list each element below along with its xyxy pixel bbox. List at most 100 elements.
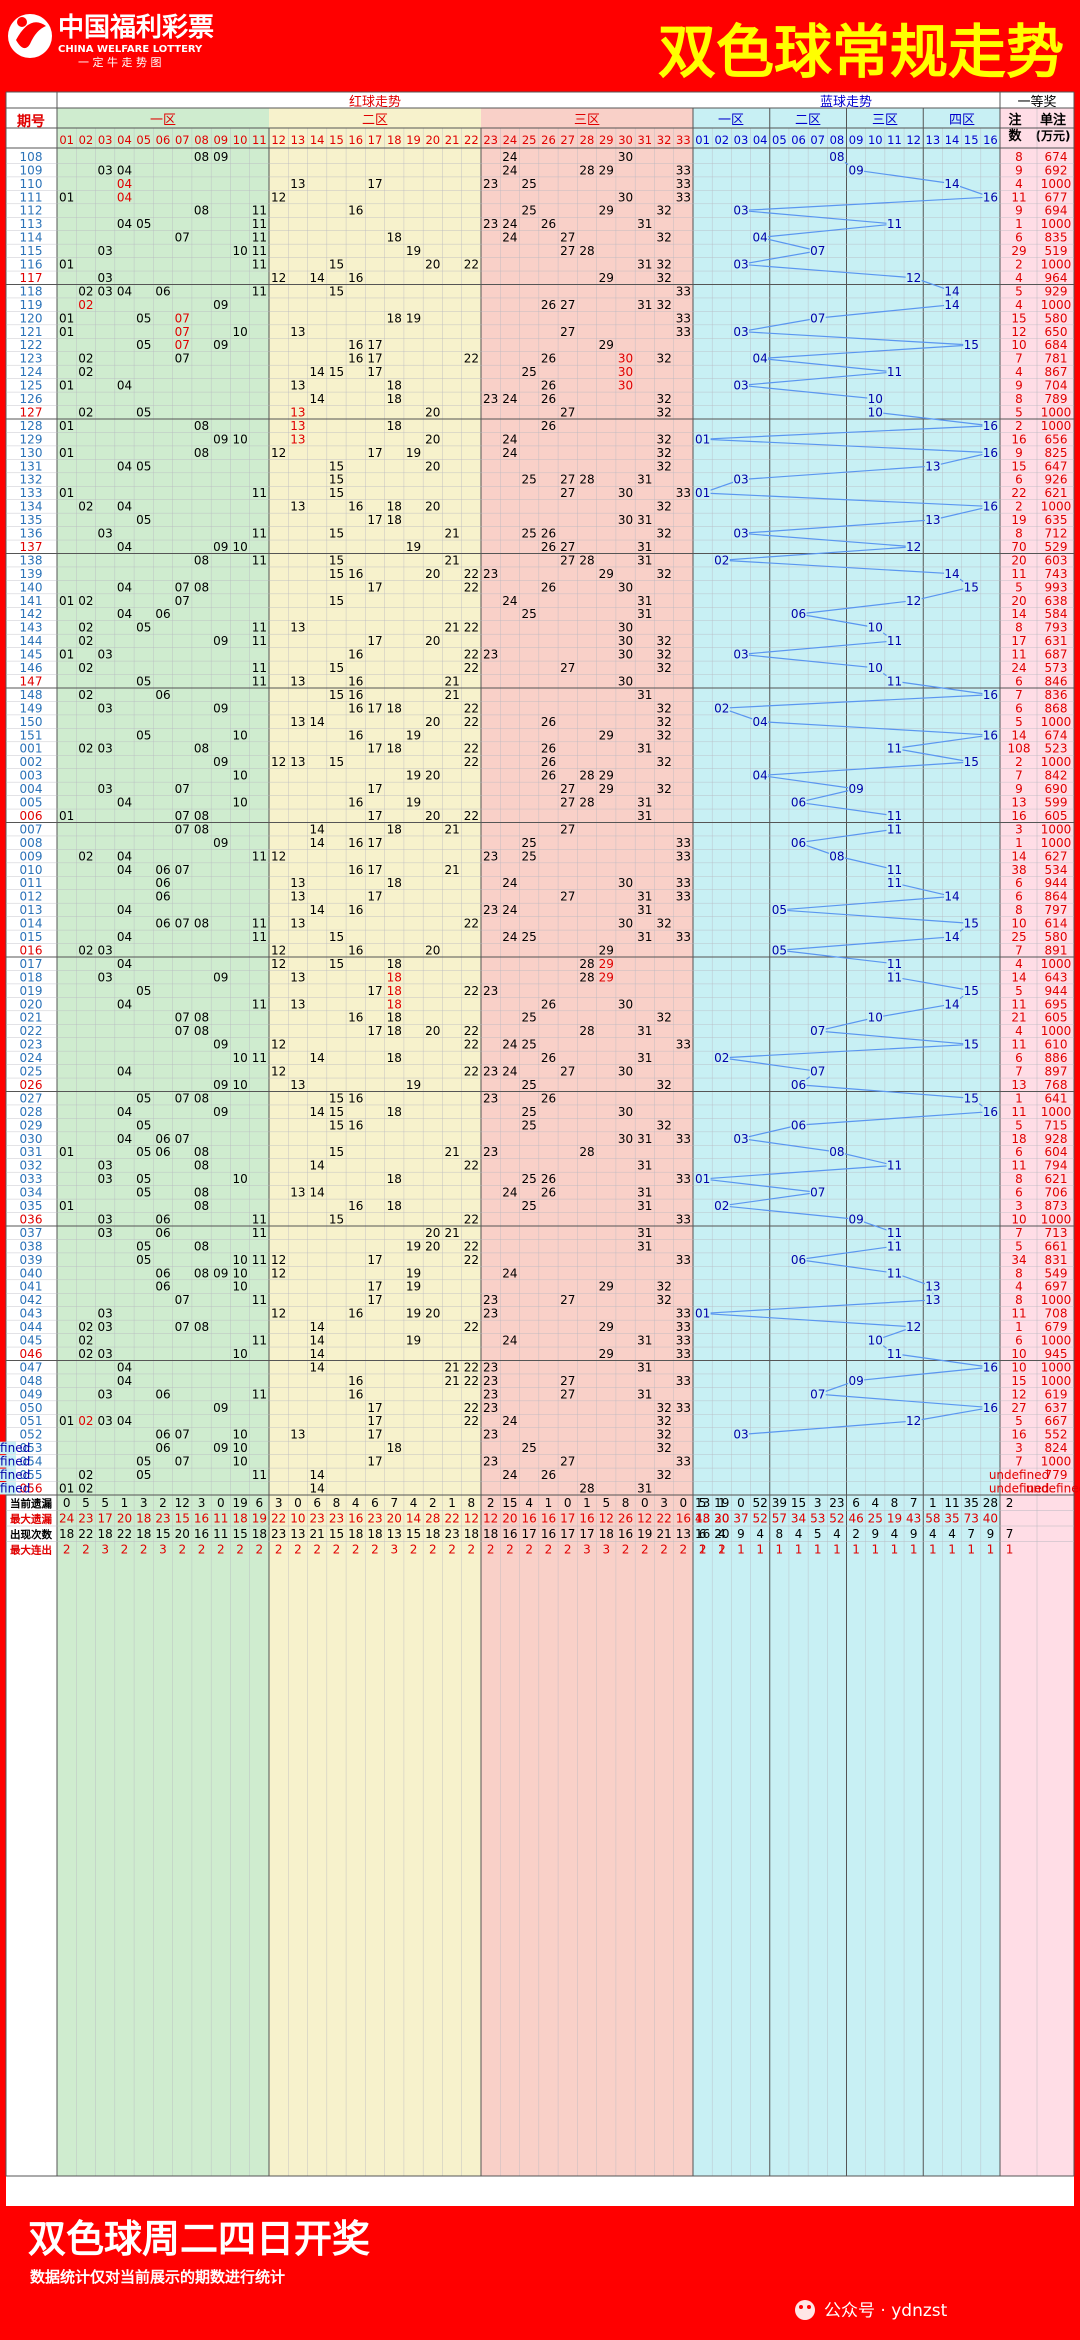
red-ball: 04: [117, 1105, 132, 1119]
red-ball: 05: [136, 1186, 151, 1200]
prize-count: 6: [1015, 674, 1023, 688]
red-ball: 11: [252, 997, 267, 1011]
red-ball: 33: [676, 1334, 691, 1348]
red-ball: 14: [310, 715, 325, 729]
prize-count: 20: [1011, 553, 1026, 567]
issue-label: 037: [20, 1226, 43, 1240]
red-ball: 02: [78, 500, 93, 514]
red-ball: 16: [348, 674, 363, 688]
prize-count: 6: [1015, 1334, 1023, 1348]
blue-ball: 16: [983, 446, 998, 460]
stat-red-value: 16: [194, 1512, 209, 1526]
prize-bonus: 836: [1045, 688, 1068, 702]
issue-label: 055: [20, 1468, 43, 1482]
blue-ball: 16: [983, 1401, 998, 1415]
red-ball: 23: [483, 1065, 498, 1079]
blue-ball: 15: [964, 1038, 979, 1052]
red-ball: 25: [522, 1172, 537, 1186]
red-ball: 13: [290, 1186, 305, 1200]
prize-bonus: 1000: [1041, 755, 1072, 769]
issue-label: 129: [20, 432, 43, 446]
red-ball: 07: [175, 822, 190, 836]
red-ball: 09: [213, 836, 228, 850]
red-ball: 20: [425, 1239, 440, 1253]
red-ball: 19: [406, 1307, 421, 1321]
stat-blue-value: 1: [814, 1543, 822, 1557]
red-ball: 15: [329, 1091, 344, 1105]
prize-bonus: 1000: [1041, 419, 1072, 433]
red-ball: 23: [483, 177, 498, 191]
red-ball: 18: [387, 1105, 402, 1119]
red-ball: 07: [175, 917, 190, 931]
red-ball: 32: [656, 1118, 671, 1132]
stat-blue-value: 1: [929, 1543, 937, 1557]
red-ball: 19: [406, 1334, 421, 1348]
stat-blue-value: 40: [983, 1512, 998, 1526]
blue-ball: 16: [983, 190, 998, 204]
stat-blue-value: 9: [987, 1527, 995, 1541]
red-ball: 22: [464, 809, 479, 823]
prize-bonus: 534: [1045, 863, 1068, 877]
red-ball: 06: [155, 890, 170, 904]
red-number-header: 07: [175, 133, 190, 147]
red-ball: 20: [425, 405, 440, 419]
prize-count: 21: [1011, 1011, 1026, 1025]
prize-bonus: 605: [1045, 809, 1068, 823]
blue-ball-bg: [944, 285, 961, 298]
red-ball: 16: [348, 1118, 363, 1132]
red-ball: 16: [348, 1011, 363, 1025]
prize-bonus: 621: [1045, 486, 1068, 500]
stat-blue-value: 9: [871, 1527, 879, 1541]
stat-blue-value: 1: [929, 1496, 937, 1510]
red-ball: 08: [194, 822, 209, 836]
red-ball: 31: [637, 1481, 652, 1495]
red-ball: 32: [656, 352, 671, 366]
red-ball: 20: [425, 715, 440, 729]
red-ball: 10: [232, 325, 247, 339]
stat-red-value: 2: [506, 1543, 514, 1557]
issue-label: 035: [20, 1199, 43, 1213]
stat-blue-value: 1: [833, 1543, 841, 1557]
prize-bonus: 614: [1045, 917, 1068, 931]
red-ball: 16: [348, 338, 363, 352]
red-ball: 29: [599, 782, 614, 796]
red-ball: 28: [579, 769, 594, 783]
issue-label: 018: [20, 970, 43, 984]
red-ball: 16: [348, 567, 363, 581]
red-ball: 28: [579, 244, 594, 258]
blue-ball: 16: [983, 728, 998, 742]
red-ball: 05: [136, 1455, 151, 1469]
stat-red-value: 10: [290, 1512, 305, 1526]
prize-bonus: 743: [1045, 567, 1068, 581]
blue-ball: 06: [791, 607, 806, 621]
stat-red-value: 17: [98, 1512, 113, 1526]
prize-bonus: 1000: [1041, 822, 1072, 836]
red-number-header: 15: [329, 133, 344, 147]
red-ball: 16: [348, 728, 363, 742]
red-ball: 20: [425, 634, 440, 648]
red-ball: 16: [348, 1387, 363, 1401]
bzone4-header: 四区: [949, 113, 975, 128]
blue-ball: 11: [887, 365, 902, 379]
red-ball: 23: [483, 1401, 498, 1415]
blue-ball-bg: [924, 513, 941, 527]
prize-count: 4: [1015, 298, 1023, 312]
red-ball: 31: [637, 607, 652, 621]
stat-blue-value: 1: [718, 1543, 726, 1557]
blue-ball-bg: [867, 406, 884, 419]
red-ball: 20: [425, 567, 440, 581]
red-ball: 11: [252, 634, 267, 648]
red-ball: 10: [232, 1253, 247, 1267]
issue-label: 008: [20, 836, 43, 850]
blue-ball-bg: [694, 486, 711, 500]
stat-red-value: 22: [117, 1527, 132, 1541]
red-ball: 26: [541, 997, 556, 1011]
red-ball: 33: [676, 1132, 691, 1146]
red-ball: 23: [483, 1387, 498, 1401]
stat-blue-value: 4: [871, 1496, 879, 1510]
red-ball: 03: [98, 1159, 113, 1173]
red-ball: 19: [406, 446, 421, 460]
red-ball: 04: [117, 284, 132, 298]
stat-red-value: 16: [618, 1527, 633, 1541]
red-ball: 27: [560, 822, 575, 836]
